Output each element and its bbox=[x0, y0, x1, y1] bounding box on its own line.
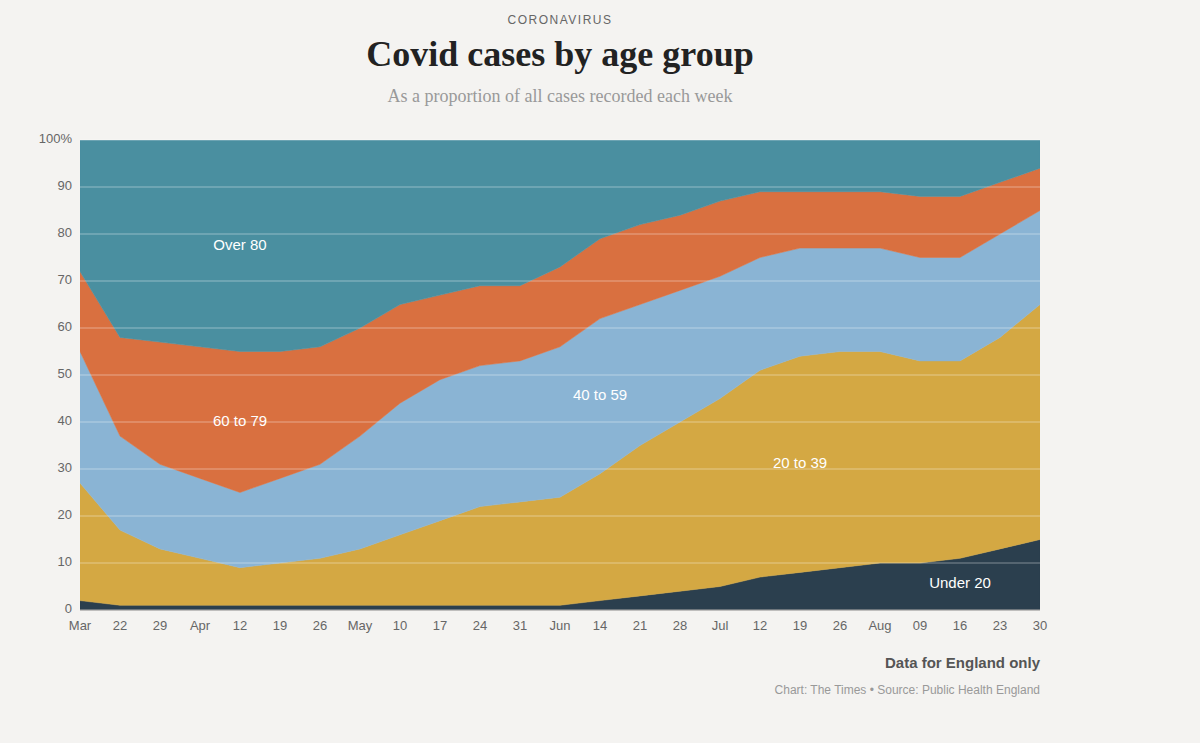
y-tick-label: 40 bbox=[58, 413, 72, 428]
y-tick-label: 30 bbox=[58, 460, 72, 475]
x-tick-label: 09 bbox=[913, 618, 927, 633]
y-tick-label: 70 bbox=[58, 272, 72, 287]
grid-line bbox=[80, 187, 1040, 188]
x-axis: Mar 22 29 Apr 12 19 26 May 10 17 24 31 Jun 14 21 28 Jul 1… bbox=[69, 618, 1047, 633]
x-tick-label: Aug bbox=[868, 618, 891, 633]
series-labels: Under 20 20 to 39 40 to 59 60 to 79 Over 80 bbox=[213, 236, 991, 591]
x-tick-label: Jul bbox=[712, 618, 729, 633]
x-tick-label: 31 bbox=[513, 618, 527, 633]
x-tick-label: 29 bbox=[153, 618, 167, 633]
x-tick-label: 23 bbox=[993, 618, 1007, 633]
grid-line bbox=[80, 375, 1040, 376]
x-tick-label: 17 bbox=[433, 618, 447, 633]
grid-line bbox=[80, 281, 1040, 282]
x-tick-label: 16 bbox=[953, 618, 967, 633]
x-tick-label: 12 bbox=[233, 618, 247, 633]
x-tick-label: May bbox=[348, 618, 373, 633]
x-tick-label: 14 bbox=[593, 618, 607, 633]
series-label: 60 to 79 bbox=[213, 412, 267, 429]
subtitle: As a proportion of all cases recorded ea… bbox=[388, 86, 733, 106]
series-label: 20 to 39 bbox=[773, 454, 827, 471]
x-tick-label: 26 bbox=[313, 618, 327, 633]
series-label: Over 80 bbox=[213, 236, 266, 253]
series-label: 40 to 59 bbox=[573, 386, 627, 403]
note: Chart: The Times • Source: Public Health… bbox=[775, 683, 1040, 697]
x-tick-label: 28 bbox=[673, 618, 687, 633]
grid-line bbox=[80, 469, 1040, 470]
x-tick-label: Apr bbox=[190, 618, 211, 633]
x-axis-line bbox=[80, 610, 1040, 611]
grid bbox=[80, 140, 1040, 610]
x-tick-label: Jun bbox=[550, 618, 571, 633]
y-axis: 0 10 20 30 40 50 60 70 80 90 100% bbox=[39, 131, 73, 616]
x-tick-label: 30 bbox=[1033, 618, 1047, 633]
chart: CORONAVIRUS Covid cases by age group As a … bbox=[0, 0, 1200, 743]
x-tick-label: Mar bbox=[69, 618, 92, 633]
grid-line bbox=[80, 140, 1040, 141]
y-tick-label: 0 bbox=[65, 601, 72, 616]
y-tick-label: 10 bbox=[58, 554, 72, 569]
x-tick-label: 21 bbox=[633, 618, 647, 633]
y-tick-label: 100% bbox=[39, 131, 73, 146]
grid-line bbox=[80, 234, 1040, 235]
y-tick-label: 90 bbox=[58, 178, 72, 193]
y-tick-label: 80 bbox=[58, 225, 72, 240]
x-tick-label: 24 bbox=[473, 618, 487, 633]
grid-line bbox=[80, 516, 1040, 517]
x-tick-label: 22 bbox=[113, 618, 127, 633]
y-tick-label: 20 bbox=[58, 507, 72, 522]
grid-line bbox=[80, 610, 1040, 611]
grid-line bbox=[80, 563, 1040, 564]
x-tick-label: 10 bbox=[393, 618, 407, 633]
page: {"chart_data": { "type": "area", "stacke… bbox=[0, 0, 1200, 743]
x-tick-label: 12 bbox=[753, 618, 767, 633]
y-tick-label: 50 bbox=[58, 366, 72, 381]
area bbox=[80, 140, 1040, 352]
title: Covid cases by age group bbox=[366, 34, 753, 74]
grid-line bbox=[80, 328, 1040, 329]
note: Data for England only bbox=[885, 654, 1041, 671]
y-tick-label: 60 bbox=[58, 319, 72, 334]
series-label: Under 20 bbox=[929, 574, 991, 591]
x-tick-label: 19 bbox=[273, 618, 287, 633]
x-tick-label: 19 bbox=[793, 618, 807, 633]
supertitle: CORONAVIRUS bbox=[508, 13, 613, 27]
x-tick-label: 26 bbox=[833, 618, 847, 633]
areas bbox=[80, 140, 1040, 610]
